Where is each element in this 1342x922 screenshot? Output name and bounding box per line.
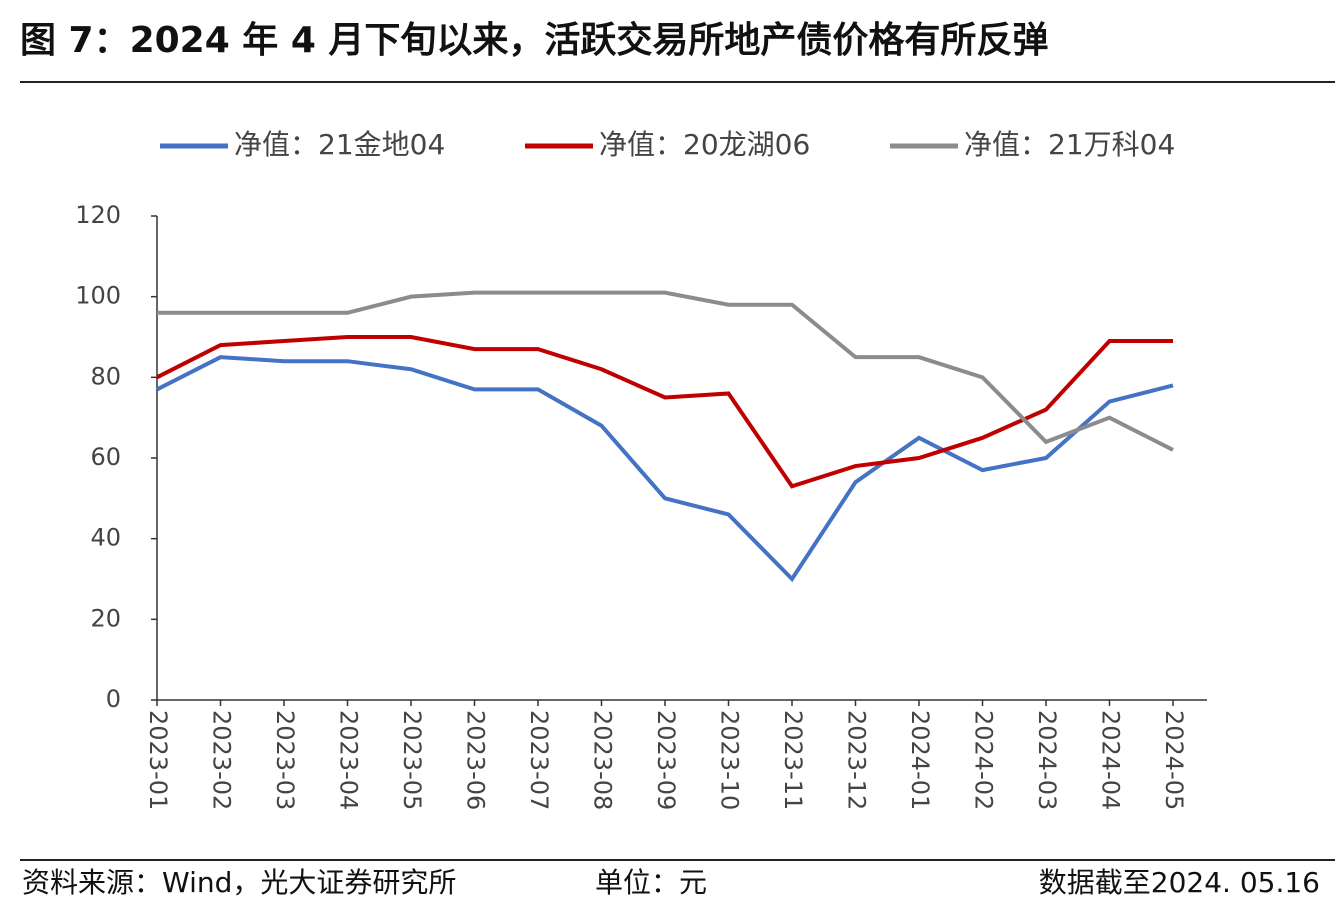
x-tick-label: 2023-11 (779, 710, 807, 810)
x-tick-label: 2024-03 (1033, 710, 1061, 810)
legend-label: 净值：21万科04 (964, 128, 1175, 161)
legend-label: 净值：20龙湖06 (599, 128, 810, 161)
line-series (156, 355, 1174, 583)
y-tick-label: 80 (90, 362, 121, 390)
legend-label: 净值：21金地04 (234, 128, 445, 161)
x-tick-label: 2023-12 (843, 710, 871, 810)
x-tick-label: 2024-04 (1097, 710, 1125, 810)
x-tick-label: 2023-04 (335, 710, 363, 810)
x-tick-label: 2023-02 (208, 710, 236, 810)
line-series (157, 290, 1174, 452)
x-tick-label: 2024-01 (906, 710, 934, 810)
y-tick-label: 40 (90, 524, 121, 552)
x-tick-label: 2024-05 (1160, 710, 1188, 810)
x-tick-label: 2023-07 (525, 710, 553, 810)
x-tick-label: 2023-10 (716, 710, 744, 810)
x-tick-label: 2024-02 (970, 710, 998, 810)
x-tick-label: 2023-09 (652, 710, 680, 810)
y-tick-label: 100 (75, 282, 121, 310)
line-series (156, 335, 1173, 489)
source: 资料来源：Wind，光大证券研究所 (22, 866, 456, 899)
chart-title: 图 7：2024 年 4 月下旬以来，活跃交易所地产债价格有所反弹 (20, 19, 1048, 61)
x-tick-label: 2023-03 (271, 710, 299, 810)
unit: 单位：元 (595, 866, 707, 899)
x-tick-label: 2023-01 (144, 710, 172, 810)
y-tick-label: 20 (90, 604, 121, 632)
date-note: 数据截至2024. 05.16 (1039, 866, 1320, 899)
x-tick-label: 2023-08 (589, 710, 617, 810)
x-tick-label: 2023-05 (398, 710, 426, 810)
y-tick-label: 60 (90, 443, 121, 471)
y-tick-label: 120 (75, 201, 121, 229)
y-tick-label: 0 (106, 685, 121, 713)
x-tick-label: 2023-06 (462, 710, 490, 810)
